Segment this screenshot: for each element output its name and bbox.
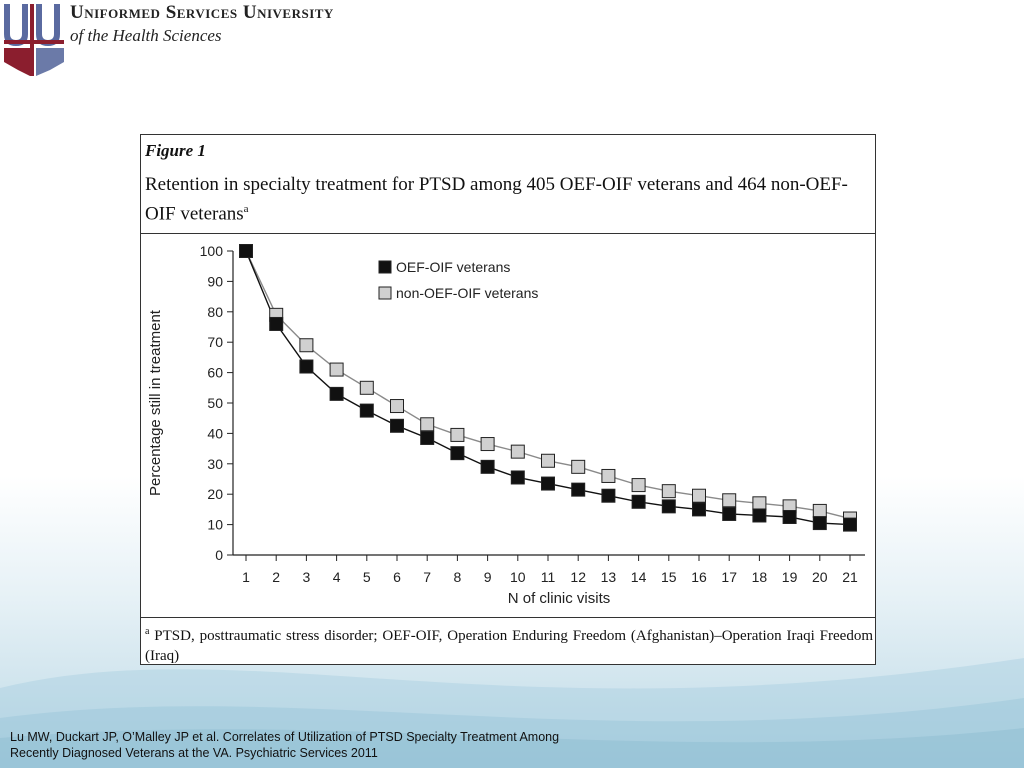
university-logo-icon — [2, 2, 64, 76]
data-point-series-1 — [359, 380, 374, 395]
data-point-series-0 — [541, 476, 555, 491]
data-point-series-0 — [510, 470, 525, 485]
data-point-series-0 — [299, 359, 314, 374]
y-tick-label: 80 — [207, 304, 223, 320]
x-tick-label: 1 — [242, 569, 250, 585]
x-tick-label: 17 — [721, 569, 737, 585]
data-point-series-1 — [420, 417, 435, 432]
x-axis-label: N of clinic visits — [508, 590, 611, 607]
data-point-series-0 — [269, 316, 284, 331]
y-tick-label: 10 — [207, 517, 223, 533]
data-point-series-0 — [239, 244, 253, 258]
data-point-series-0 — [390, 418, 404, 433]
data-point-series-0 — [631, 494, 646, 509]
x-tick-label: 12 — [570, 569, 586, 585]
x-tick-label: 19 — [782, 569, 798, 585]
legend-swatch — [378, 260, 392, 274]
x-tick-label: 21 — [842, 569, 858, 585]
legend-swatch — [378, 286, 392, 300]
y-axis-label: Percentage still in treatment — [147, 309, 164, 496]
x-tick-label: 11 — [541, 569, 556, 585]
data-point-series-0 — [752, 508, 767, 523]
x-tick-label: 14 — [631, 569, 647, 585]
data-point-series-0 — [812, 516, 827, 531]
data-point-series-0 — [692, 502, 706, 517]
y-tick-label: 20 — [207, 486, 223, 502]
figure-title: Retention in specialty treatment for PTS… — [145, 173, 870, 226]
data-point-series-1 — [299, 338, 314, 353]
x-tick-label: 5 — [363, 569, 371, 585]
data-point-series-1 — [722, 493, 737, 508]
data-point-series-1 — [631, 478, 646, 493]
legend-label: OEF-OIF veterans — [396, 259, 510, 275]
data-point-series-1 — [390, 399, 404, 414]
x-tick-label: 20 — [812, 569, 828, 585]
citation-line-2: Recently Diagnosed Veterans at the VA. P… — [10, 746, 378, 760]
x-tick-label: 4 — [333, 569, 341, 585]
x-tick-label: 2 — [272, 569, 280, 585]
university-subtitle: of the Health Sciences — [70, 26, 222, 45]
x-tick-label: 16 — [691, 569, 707, 585]
figure-label: Figure 1 — [145, 141, 206, 160]
x-tick-label: 18 — [752, 569, 768, 585]
citation: Lu MW, Duckart JP, O’Malley JP et al. Co… — [10, 729, 710, 761]
data-point-series-0 — [661, 499, 676, 514]
university-name: Uniformed Services University — [70, 2, 334, 23]
data-point-series-0 — [359, 403, 374, 418]
y-tick-label: 70 — [207, 334, 223, 350]
figure-title-superscript: a — [243, 203, 249, 215]
data-point-series-1 — [692, 488, 706, 503]
data-point-series-0 — [782, 510, 797, 524]
x-tick-label: 13 — [601, 569, 617, 585]
data-point-series-1 — [571, 459, 586, 474]
data-point-series-1 — [480, 437, 495, 452]
x-tick-label: 7 — [423, 569, 431, 585]
x-tick-label: 15 — [661, 569, 677, 585]
footnote-marker: a — [145, 626, 150, 637]
y-tick-label: 50 — [207, 395, 223, 411]
footnote-text: a PTSD, posttraumatic stress disorder; O… — [145, 622, 873, 666]
data-point-series-1 — [450, 427, 465, 442]
citation-line-1: Lu MW, Duckart JP, O’Malley JP et al. Co… — [10, 730, 560, 744]
data-point-series-0 — [601, 488, 616, 503]
data-point-series-0 — [843, 517, 857, 532]
data-point-series-1 — [329, 362, 344, 377]
x-tick-label: 3 — [303, 569, 311, 585]
data-point-series-0 — [480, 459, 495, 474]
data-point-series-1 — [812, 503, 827, 518]
x-tick-label: 10 — [510, 569, 526, 585]
figure-footnote: a PTSD, posttraumatic stress disorder; O… — [141, 617, 875, 665]
legend-label: non-OEF-OIF veterans — [396, 285, 538, 301]
y-tick-label: 60 — [207, 365, 223, 381]
data-point-series-0 — [571, 482, 586, 497]
figure-header: Figure 1 Retention in specialty treatmen… — [141, 135, 875, 234]
y-tick-label: 90 — [207, 273, 223, 289]
x-tick-label: 9 — [484, 569, 492, 585]
data-point-series-0 — [450, 446, 465, 461]
y-tick-label: 100 — [200, 243, 224, 259]
data-point-series-1 — [661, 484, 676, 499]
data-point-series-0 — [329, 386, 344, 401]
data-point-series-1 — [510, 444, 525, 459]
data-point-series-0 — [722, 506, 737, 521]
data-point-series-0 — [420, 430, 435, 445]
data-point-series-1 — [541, 453, 555, 468]
x-tick-label: 6 — [393, 569, 401, 585]
x-tick-label: 8 — [454, 569, 462, 585]
y-tick-label: 40 — [207, 425, 223, 441]
data-point-series-1 — [752, 496, 767, 511]
y-tick-label: 30 — [207, 456, 223, 472]
footnote-body: PTSD, posttraumatic stress disorder; OEF… — [145, 628, 873, 664]
figure-panel: Figure 1 Retention in specialty treatmen… — [140, 134, 876, 665]
figure-title-text: Retention in specialty treatment for PTS… — [145, 174, 848, 225]
data-point-series-1 — [601, 468, 616, 483]
y-tick-label: 0 — [215, 547, 223, 563]
